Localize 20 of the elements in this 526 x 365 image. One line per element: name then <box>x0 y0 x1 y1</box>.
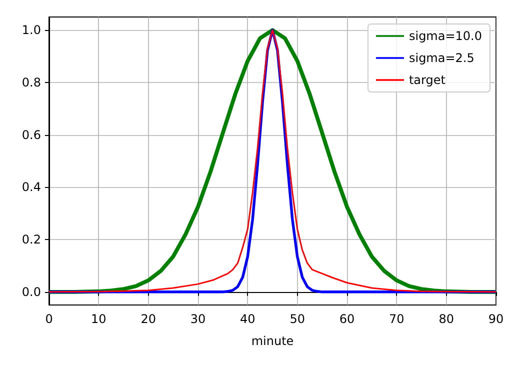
x-tick-label: 70 <box>389 312 404 326</box>
y-tick-label: 0.0 <box>22 284 41 299</box>
x-tick-label: 50 <box>290 312 305 326</box>
y-tick-label: 0.4 <box>22 180 41 194</box>
x-tick-label: 20 <box>140 312 156 326</box>
x-axis-title: minute <box>251 334 294 348</box>
x-tick-label: 10 <box>91 312 106 326</box>
legend-label: sigma=2.5 <box>408 51 474 65</box>
y-tick-label: 0.8 <box>22 75 41 90</box>
x-tick-label: 90 <box>488 312 504 326</box>
y-tick-label: 0.6 <box>22 128 41 142</box>
legend-label: target <box>408 73 446 87</box>
x-tick-label: 40 <box>240 312 256 326</box>
x-tick-label: 30 <box>190 312 206 326</box>
x-tick-label: 80 <box>438 312 454 326</box>
x-tick-label: 0 <box>45 312 53 326</box>
x-tick-label: 60 <box>339 312 355 326</box>
legend-label: sigma=10.0 <box>408 29 482 43</box>
y-tick-label: 0.2 <box>22 232 41 247</box>
y-tick-label: 1.0 <box>22 23 41 38</box>
